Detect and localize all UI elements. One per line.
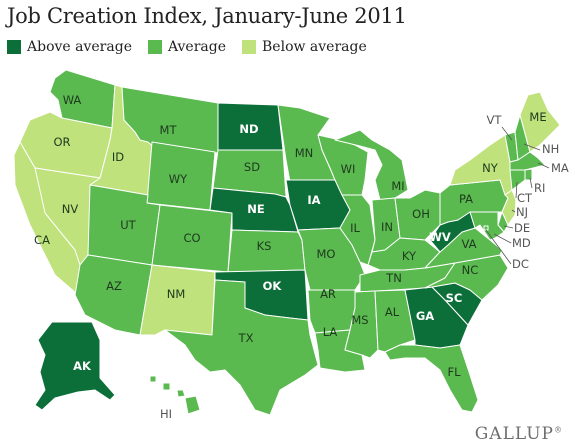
state-dc[interactable] [483, 225, 489, 231]
state-label-ms: MS [351, 313, 368, 327]
state-label-la: LA [323, 325, 338, 339]
legend-item-below: Below average [242, 39, 367, 55]
state-label-al: AL [385, 305, 400, 319]
state-label-ma: MA [551, 161, 569, 175]
state-label-tn: TN [385, 271, 402, 285]
state-label-sc: SC [446, 291, 463, 305]
state-label-in: IN [381, 220, 393, 234]
state-label-ar: AR [320, 287, 336, 301]
state-label-ri: RI [534, 181, 545, 195]
state-ak[interactable] [34, 321, 116, 411]
state-ri[interactable] [524, 168, 533, 181]
state-label-nh: NH [542, 142, 559, 156]
legend-label-average: Average [167, 39, 227, 55]
leader-nh [523, 143, 541, 151]
state-labels: WA OR CA NV ID MT WY UT AZ CO NM ND SD N… [34, 93, 569, 421]
legend-label-above: Above average [27, 39, 132, 55]
leader-de [503, 225, 514, 229]
state-label-ct: CT [517, 191, 533, 205]
gallup-logo: GALLUP® [475, 424, 563, 444]
state-shapes [13, 69, 561, 416]
leader-ri [529, 177, 533, 189]
state-label-mn: MN [295, 146, 314, 160]
state-label-ny: NY [482, 161, 499, 175]
state-label-mi: MI [391, 179, 404, 193]
legend-item-above: Above average [7, 39, 132, 55]
state-ct[interactable] [509, 169, 526, 191]
state-nj[interactable] [501, 189, 517, 226]
state-label-sd: SD [244, 160, 260, 174]
state-label-il: IL [350, 221, 360, 235]
state-label-ga: GA [416, 309, 434, 323]
state-label-ne: NE [247, 202, 265, 216]
state-label-nj: NJ [516, 205, 528, 219]
state-label-ky: KY [402, 249, 417, 263]
legend-swatch-below [242, 40, 257, 54]
leader-vt [501, 126, 513, 141]
legend-item-average: Average [147, 39, 227, 55]
state-me[interactable] [519, 91, 561, 153]
state-label-wa: WA [63, 93, 82, 107]
state-label-mt: MT [160, 123, 178, 137]
state-il[interactable] [339, 194, 376, 266]
state-label-ia: IA [307, 193, 320, 207]
state-label-ak: AK [73, 359, 92, 373]
state-label-or: OR [53, 135, 70, 149]
state-label-az: AZ [106, 279, 122, 293]
state-label-pa: PA [459, 192, 473, 206]
state-label-nm: NM [167, 287, 186, 301]
state-label-wi: WI [341, 162, 356, 176]
state-label-wy: WY [169, 172, 188, 186]
leader-ct [515, 181, 518, 199]
state-label-va: VA [462, 237, 477, 251]
state-label-nc: NC [462, 263, 479, 277]
state-label-fl: FL [447, 365, 461, 379]
state-label-hi: HI [160, 407, 172, 421]
legend: Above average Average Below average [7, 38, 383, 56]
legend-swatch-average [147, 40, 162, 54]
state-label-nv: NV [62, 202, 79, 216]
state-label-oh: OH [412, 207, 430, 221]
brand-mark: ® [554, 425, 563, 435]
state-label-co: CO [183, 231, 200, 245]
state-label-mo: MO [317, 247, 336, 261]
state-label-tx: TX [238, 331, 254, 345]
label-leader-lines [485, 126, 550, 265]
brand-name: GALLUP [474, 424, 554, 444]
state-label-md: MD [512, 236, 531, 250]
state-label-ks: KS [257, 239, 272, 253]
state-label-ok: OK [263, 279, 283, 293]
leader-ma [537, 162, 550, 169]
state-fl[interactable] [384, 344, 479, 413]
state-tx[interactable] [164, 279, 319, 416]
leader-nj [511, 209, 516, 213]
legend-swatch-above [7, 40, 21, 54]
state-hi[interactable] [149, 375, 201, 415]
state-label-id: ID [112, 150, 124, 164]
state-label-dc: DC [512, 257, 529, 271]
state-label-wv: WV [429, 230, 451, 244]
state-label-ca: CA [34, 233, 50, 247]
leader-md [493, 233, 512, 244]
state-label-ut: UT [120, 218, 136, 232]
state-label-de: DE [514, 221, 530, 235]
state-nc[interactable] [424, 254, 509, 301]
state-label-nd: ND [239, 122, 258, 136]
leader-dc [485, 229, 512, 265]
page-title: Job Creation Index, January-June 2011 [7, 4, 407, 28]
state-label-me: ME [529, 110, 546, 124]
state-label-vt: VT [487, 113, 503, 127]
legend-label-below: Below average [262, 39, 367, 55]
